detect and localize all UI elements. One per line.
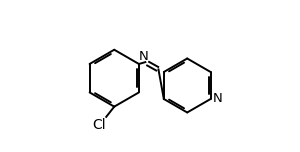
Text: N: N — [213, 92, 223, 105]
Text: Cl: Cl — [92, 118, 106, 132]
Text: N: N — [139, 50, 148, 63]
